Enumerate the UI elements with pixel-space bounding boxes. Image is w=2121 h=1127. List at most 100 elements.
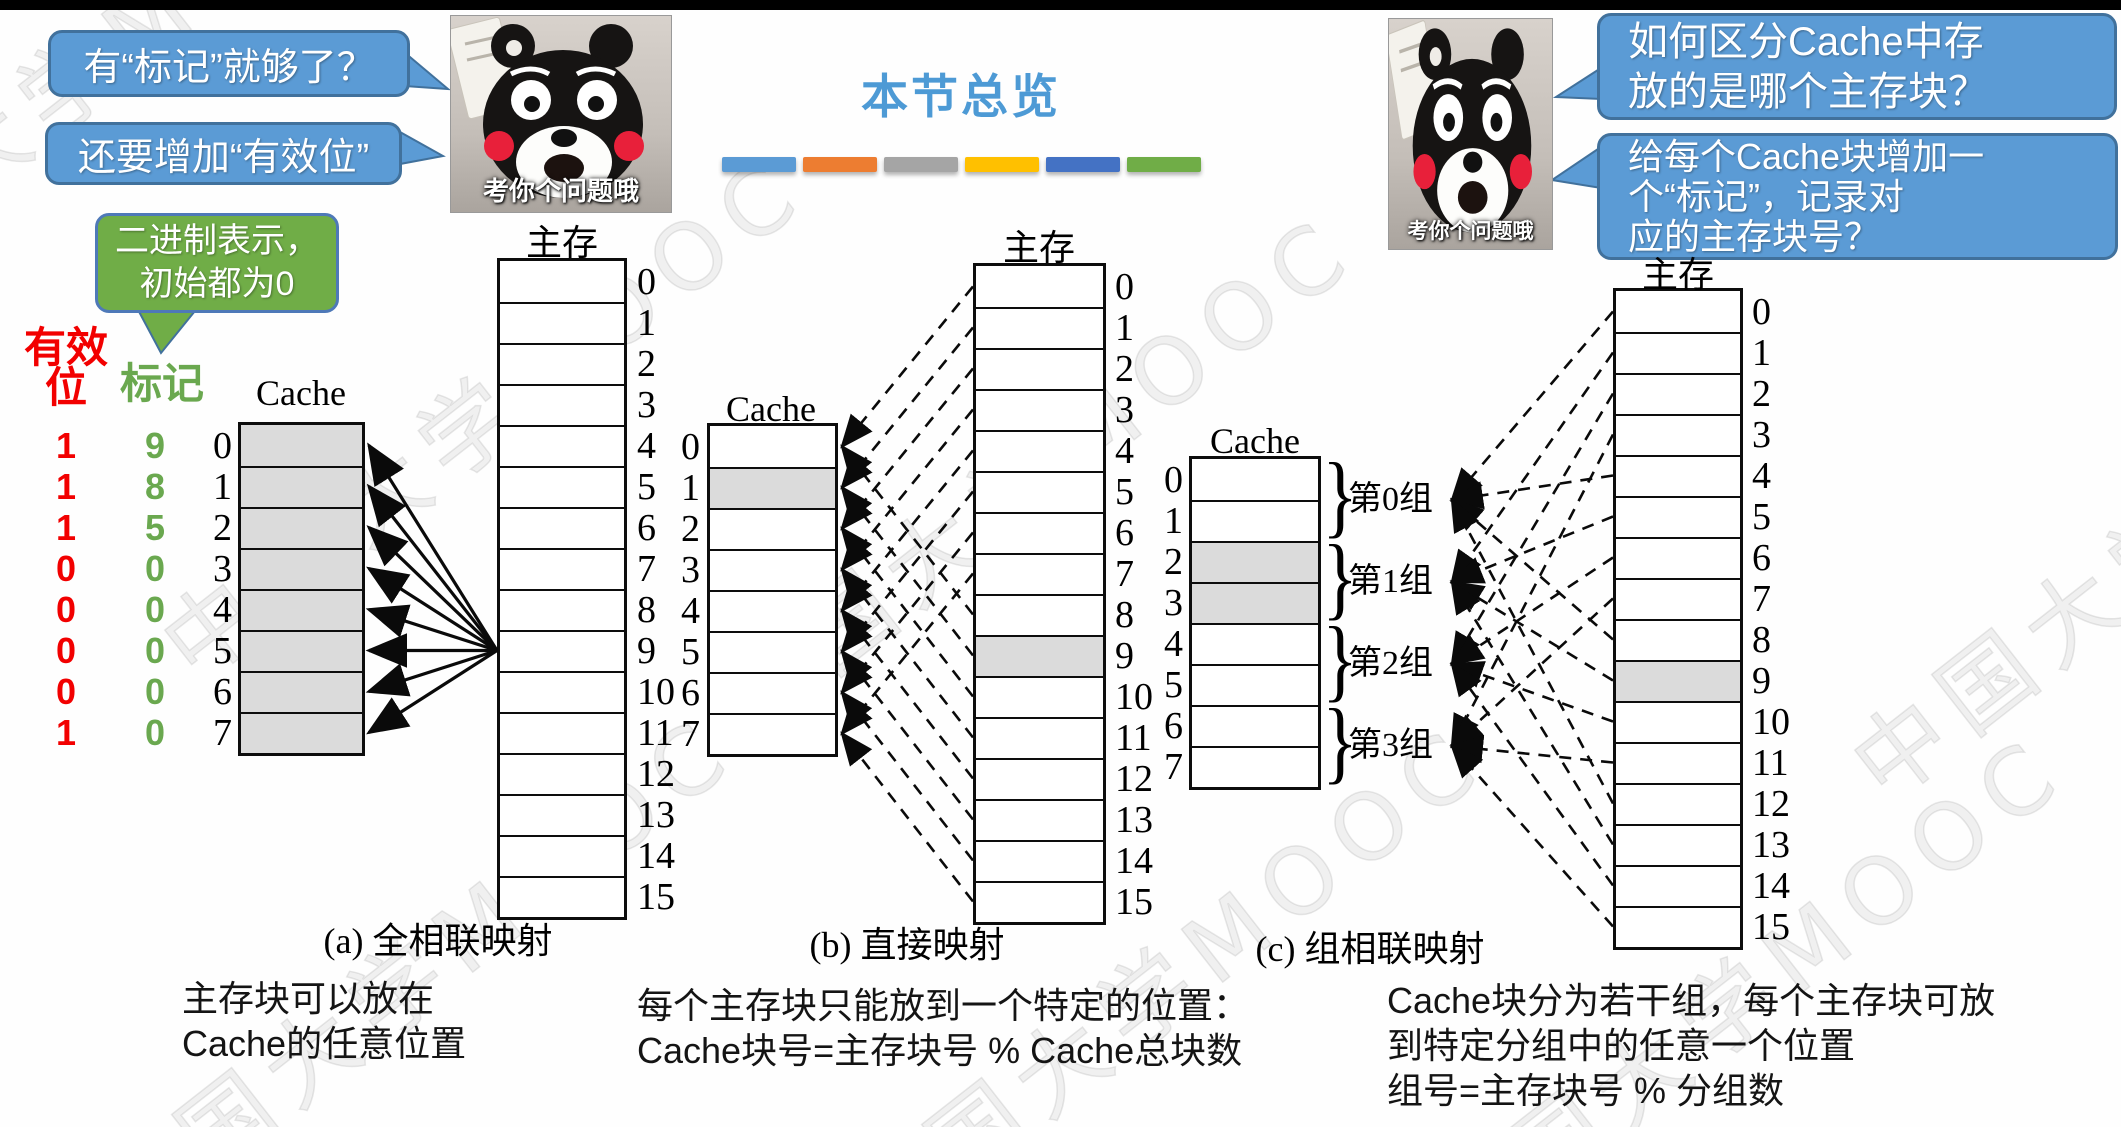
title-divider-bar: [1127, 157, 1201, 172]
group-brace: }: [1322, 608, 1358, 710]
memory-row-index: 9: [637, 629, 656, 672]
memory-row-index: 7: [1115, 552, 1134, 595]
mapping-arrow-dashed: [840, 731, 975, 903]
memory-table: [1613, 288, 1743, 950]
memory-row: [1616, 373, 1740, 414]
memory-row-index: 11: [1752, 741, 1789, 784]
speech-bubble-left-top: 有“标记”就够了？: [48, 30, 410, 97]
description-line: 主存块可以放在: [182, 978, 435, 1019]
memory-row-index: 8: [637, 588, 656, 631]
cache-row-index: 3: [681, 548, 700, 591]
memory-row: [1616, 865, 1740, 906]
group-label: 第3组: [1348, 727, 1433, 764]
memory-row: [500, 753, 624, 794]
valid-bit-value: 0: [55, 630, 77, 671]
cache-table-label: Cache: [1210, 421, 1300, 461]
mapping-arrow-dashed: [840, 285, 975, 449]
memory-row: [1616, 906, 1740, 947]
tag-value: 0: [144, 630, 166, 671]
memory-row-index: 4: [1115, 429, 1134, 472]
memory-row: [976, 553, 1103, 594]
cache-row: [710, 631, 835, 672]
memory-row: [1616, 742, 1740, 783]
memory-row-index: 2: [1115, 347, 1134, 390]
memory-row: [1616, 783, 1740, 824]
cache-table-label: Cache: [256, 373, 346, 413]
diagram-caption: (c) 组相联映射: [1255, 929, 1485, 969]
description-line: 组号=主存块号 % 分组数: [1387, 1070, 1785, 1111]
memory-row-index: 15: [637, 875, 675, 918]
tail-green-note: [134, 305, 202, 355]
diagram-description: Cache块分为若干组，每个主存块可放 到特定分组中的任意一个位置 组号=主存块号 …: [1387, 978, 1995, 1113]
mapping-arrow-dashed: [1449, 556, 1614, 666]
cache-row: [710, 549, 835, 590]
memory-row-index: 9: [1752, 659, 1771, 702]
memory-row-index: 3: [1115, 388, 1134, 431]
valid-bit-value: 1: [55, 712, 77, 753]
tag-value: 9: [144, 425, 166, 466]
memory-row-index: 10: [1115, 675, 1153, 718]
memory-row-index: 7: [1752, 577, 1771, 620]
cache-row: [1192, 541, 1318, 582]
description-line: Cache块号=主存块号 % Cache总块数: [637, 1030, 1243, 1071]
valid-bit-value: 0: [55, 589, 77, 630]
memory-row-index: 7: [637, 547, 656, 590]
group-label: 第2组: [1348, 645, 1433, 682]
memory-row: [976, 881, 1103, 922]
memory-row-index: 12: [1115, 757, 1153, 800]
memory-row-index: 12: [1752, 782, 1790, 825]
memory-row-index: 14: [1115, 839, 1153, 882]
cache-row-index: 6: [1164, 704, 1183, 747]
text-line: 给每个Cache块增加一: [1628, 135, 1985, 177]
cache-table: [238, 422, 365, 756]
cache-row-index: 6: [681, 671, 700, 714]
group-brace: }: [1322, 526, 1358, 628]
cache-row: [710, 672, 835, 713]
cache-row: [241, 630, 362, 671]
memory-row: [500, 343, 624, 384]
memory-row: [1616, 619, 1740, 660]
cache-row: [241, 589, 362, 630]
memory-row: [500, 507, 624, 548]
memory-row: [976, 717, 1103, 758]
memory-row: [1616, 496, 1740, 537]
cache-row-index: 1: [1164, 499, 1183, 542]
memory-row: [976, 594, 1103, 635]
cache-row: [1192, 500, 1318, 541]
cache-row: [1192, 746, 1318, 787]
memory-row: [500, 261, 624, 302]
memory-row: [1616, 701, 1740, 742]
memory-row: [500, 794, 624, 835]
memory-row: [976, 758, 1103, 799]
diagram-description: 主存块可以放在 Cache的任意位置: [182, 976, 466, 1066]
bear-caption-right: 考你个问题哦: [1407, 220, 1534, 243]
tag-value: 0: [144, 589, 166, 630]
text-line: 有效: [23, 324, 108, 371]
text-line: 应的主存块号？: [1628, 215, 1881, 257]
memory-row: [976, 471, 1103, 512]
memory-row: [1616, 537, 1740, 578]
memory-row: [500, 589, 624, 630]
bear-illustration: [451, 16, 644, 198]
cache-row-index: 3: [213, 547, 232, 590]
memory-row-index: 0: [637, 260, 656, 303]
valid-bit-value: 1: [55, 466, 77, 507]
memory-row-index: 6: [637, 506, 656, 549]
memory-row-index: 15: [1752, 905, 1790, 948]
memory-row-index: 13: [637, 793, 675, 836]
page-title: 本节总览: [861, 70, 1061, 123]
memory-row: [976, 430, 1103, 471]
memory-row: [1616, 332, 1740, 373]
mapping-arrow-dashed: [1449, 597, 1614, 748]
text-line: 二进制表示，: [115, 222, 319, 260]
cache-row: [1192, 705, 1318, 746]
memory-row-index: 15: [1115, 880, 1153, 923]
valid-bit-value: 0: [55, 548, 77, 589]
cache-row-index: 0: [213, 424, 232, 467]
description-line: 到特定分组中的任意一个位置: [1387, 1025, 1856, 1066]
tag-value: 8: [144, 466, 166, 507]
memory-row: [1616, 578, 1740, 619]
cache-row-index: 0: [1164, 458, 1183, 501]
cache-row-index: 4: [681, 589, 700, 632]
memory-row: [976, 799, 1103, 840]
